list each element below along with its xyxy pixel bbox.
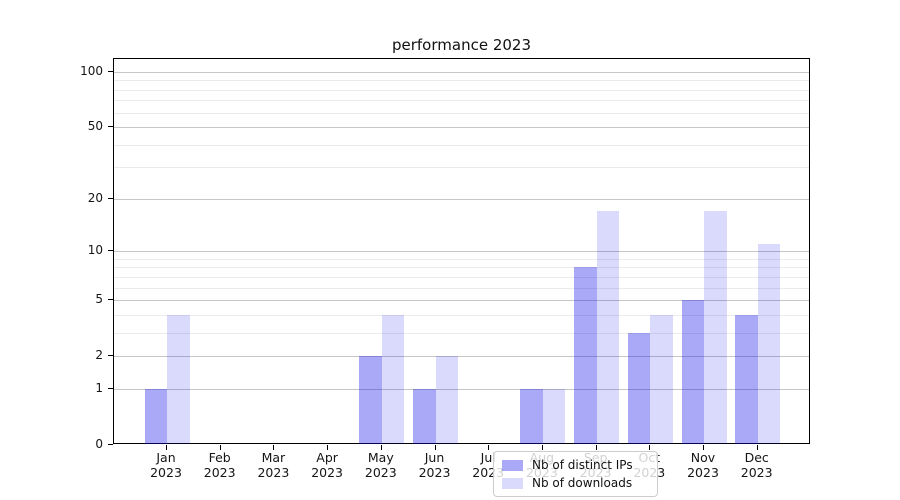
bar-distinct-ips-nov [681, 300, 704, 444]
x-label-year: 2023 [418, 465, 451, 480]
y-axis-tick [108, 197, 113, 199]
x-label-month: Dec [744, 450, 769, 465]
plot-area: Nb of distinct IPs Nb of downloads [113, 58, 810, 497]
x-axis-tick-label: Nov 2023 [675, 450, 731, 480]
legend-swatch-distinct-ips [502, 459, 523, 471]
bar-distinct-ips-jan [144, 388, 167, 444]
bar-downloads-jun [435, 356, 458, 444]
x-axis-tick [166, 445, 167, 450]
bar-downloads-dec [757, 244, 781, 444]
x-axis-tick [380, 445, 382, 450]
x-axis-tick [488, 445, 490, 450]
x-label-year: 2023 [687, 465, 719, 480]
gridline-major [114, 127, 809, 129]
legend: Nb of distinct IPs Nb of downloads [493, 451, 658, 497]
x-axis-tick [327, 445, 329, 450]
gridline-minor [114, 287, 809, 289]
gridline-major [114, 356, 809, 358]
legend-entry-distinct-ips: Nb of distinct IPs [502, 458, 649, 472]
x-axis-tick [273, 445, 275, 450]
bar-downloads-oct [650, 314, 673, 444]
gridline-major [114, 388, 809, 390]
gridline-major [114, 71, 809, 73]
gridline-major [114, 198, 809, 200]
bar-downloads-nov [704, 211, 727, 444]
x-label-year: 2023 [257, 465, 290, 480]
bar-distinct-ips-aug [520, 388, 543, 444]
legend-entry-downloads: Nb of downloads [502, 476, 649, 490]
x-axis-tick [219, 445, 221, 450]
gridline-minor [114, 258, 809, 260]
legend-swatch-downloads [502, 477, 523, 489]
x-axis-tick-label: Apr 2023 [299, 450, 355, 480]
y-axis-tick-label: 20 [87, 190, 103, 205]
bar-downloads-jan [167, 314, 190, 444]
gridline-minor [114, 112, 809, 114]
y-axis-tick-label: 50 [87, 119, 103, 134]
x-axis-tick [595, 445, 597, 450]
gridline-minor [114, 167, 809, 169]
x-axis-tick [756, 445, 758, 450]
x-axis-tick [649, 445, 651, 450]
x-axis-tick-label: Mar 2023 [245, 450, 301, 480]
legend-label-downloads: Nb of downloads [532, 476, 633, 490]
x-axis-tick-label: Jan 2023 [138, 450, 194, 480]
x-axis-tick [434, 445, 436, 450]
y-axis-tick-label: 10 [87, 243, 103, 258]
x-axis-tick-label: Jun 2023 [407, 450, 463, 480]
gridline-minor [114, 89, 809, 91]
y-axis-tick-label: 0 [95, 437, 103, 451]
bar-distinct-ips-sep [574, 267, 597, 444]
bar-distinct-ips-jun [413, 388, 436, 444]
bar-distinct-ips-oct [627, 332, 651, 444]
x-axis-tick [541, 445, 543, 450]
y-axis-tick [108, 70, 113, 72]
x-label-month: Mar [261, 450, 286, 465]
gridline-major [114, 300, 809, 302]
bar-distinct-ips-dec [735, 314, 758, 444]
x-axis-tick-label: May 2023 [353, 450, 409, 480]
y-axis-tick [108, 299, 113, 301]
x-label-year: 2023 [740, 465, 773, 480]
gridline-minor [114, 100, 809, 102]
y-axis-tick [108, 387, 113, 389]
x-label-month: Apr [316, 450, 338, 465]
gridline-minor [114, 267, 809, 269]
x-label-month: Jan [156, 450, 176, 465]
x-axis-tick-label: Feb 2023 [192, 450, 248, 480]
legend-label-distinct-ips: Nb of distinct IPs [532, 458, 633, 472]
chart-title: performance 2023 [391, 36, 531, 54]
x-axis-tick-label: Dec 2023 [729, 450, 785, 480]
x-label-year: 2023 [203, 465, 236, 480]
x-label-year: 2023 [364, 465, 397, 480]
y-axis-tick [108, 250, 113, 252]
x-label-month: Nov [690, 450, 716, 465]
gridline-minor [114, 314, 809, 316]
bar-downloads-sep [596, 211, 620, 444]
x-label-year: 2023 [311, 465, 343, 480]
y-axis-tick-label: 5 [95, 292, 103, 307]
gridline-minor [114, 276, 809, 278]
gridline-minor [114, 80, 809, 82]
x-label-month: Feb [208, 450, 231, 465]
x-label-year: 2023 [150, 465, 182, 480]
x-label-month: May [367, 450, 394, 465]
gridline-minor [114, 144, 809, 146]
gridline-minor [114, 332, 809, 334]
y-axis-tick-label: 100 [80, 63, 103, 78]
y-axis-tick-label: 2 [95, 348, 103, 363]
x-axis-tick [703, 445, 704, 450]
y-axis-tick [108, 444, 113, 445]
x-label-month: Jun [424, 450, 445, 465]
gridline-major [114, 251, 809, 253]
y-axis-tick-label: 1 [95, 380, 103, 395]
y-axis-tick [108, 126, 113, 128]
bar-distinct-ips-may [359, 356, 382, 444]
bar-downloads-may [381, 314, 405, 444]
bar-downloads-aug [542, 388, 566, 444]
x-label-month: Jul [480, 450, 496, 465]
y-axis-tick [108, 355, 113, 357]
